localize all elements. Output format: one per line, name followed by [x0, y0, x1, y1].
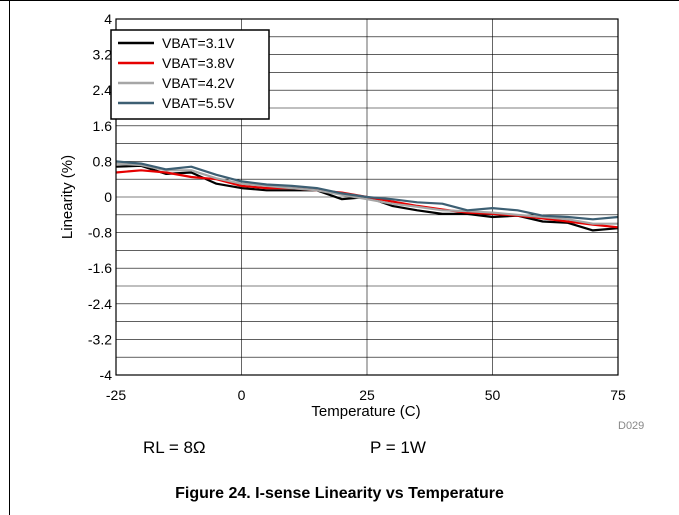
y-axis-label: Linearity (%)	[59, 155, 76, 239]
linearity-chart: 4 3.2 2.4 1.6 0.8 0 -0.8 -1.6 -2.4 -3.2 -4 -25 0 25 5…	[59, 11, 644, 432]
y-tick-label: 1.6	[93, 118, 113, 134]
legend-entry: VBAT=5.5V	[162, 95, 235, 111]
y-tick-labels: 4 3.2 2.4 1.6 0.8 0 -0.8 -1.6 -2.4 -3.2 -4	[88, 11, 112, 383]
x-tick-label: 50	[485, 387, 501, 403]
legend-entry: VBAT=3.8V	[162, 55, 235, 71]
y-tick-label: -1.6	[88, 260, 112, 276]
y-tick-label: 0.8	[93, 153, 113, 169]
power-note: P = 1W	[370, 438, 426, 457]
x-tick-label: 75	[610, 387, 626, 403]
legend-entry: VBAT=3.1V	[162, 35, 235, 51]
x-axis-label: Temperature (C)	[311, 403, 420, 420]
legend-entry: VBAT=4.2V	[162, 75, 235, 91]
load-resistance-note: RL = 8Ω	[143, 438, 206, 457]
series-lines	[115, 160, 619, 232]
y-tick-label: 3.2	[93, 47, 113, 63]
y-tick-label: -0.8	[88, 225, 112, 241]
y-tick-label: -4	[100, 367, 113, 383]
figure-caption: Figure 24. I-sense Linearity vs Temperat…	[175, 485, 504, 502]
plot-border	[115, 18, 619, 376]
frame-left-border	[9, 0, 10, 515]
x-tick-label: 0	[238, 387, 246, 403]
series-line	[115, 162, 618, 225]
x-tick-label: 25	[359, 387, 375, 403]
legend: VBAT=3.1V VBAT=3.8V VBAT=4.2V VBAT=5.5V	[110, 29, 270, 120]
y-tick-label: 2.4	[93, 82, 113, 98]
x-tick-label: -25	[106, 387, 126, 403]
y-tick-label: 4	[104, 11, 112, 27]
series-line	[115, 160, 619, 221]
y-tick-label: -2.4	[88, 296, 112, 312]
figure-code: D029	[618, 420, 644, 432]
y-tick-label: -3.2	[88, 331, 112, 347]
x-tick-labels: -25 0 25 50 75	[106, 387, 626, 403]
frame-top-border	[0, 0, 679, 1]
y-tick-label: 0	[104, 189, 112, 205]
